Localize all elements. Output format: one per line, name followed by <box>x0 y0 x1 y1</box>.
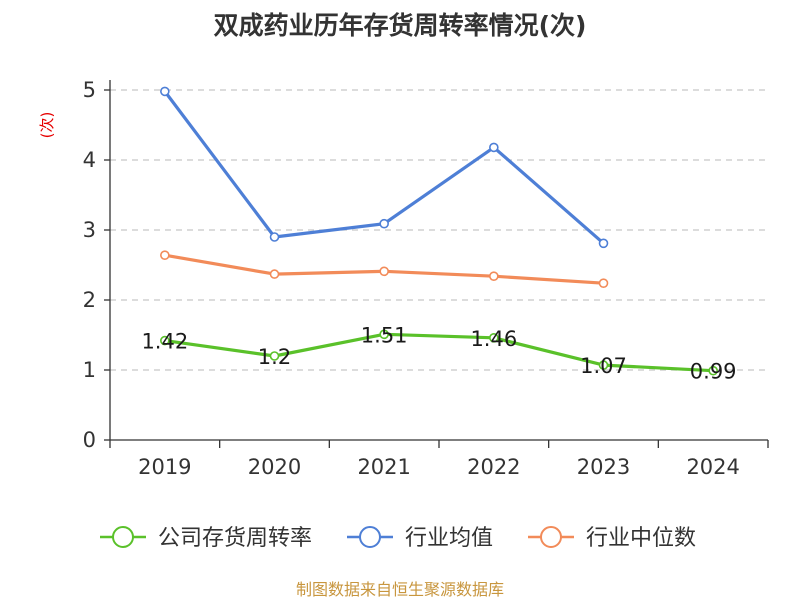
legend-marker-icon <box>112 526 134 548</box>
legend-marker-icon <box>540 526 562 548</box>
y-tick-label: 0 <box>83 428 96 452</box>
series-0-point <box>598 360 609 370</box>
series-0-point <box>379 329 389 340</box>
series-1-point <box>379 218 389 229</box>
series-0-line <box>164 332 714 373</box>
series-2-point <box>489 271 499 282</box>
data-label: 0.99 <box>690 360 737 384</box>
y-tick-label: 4 <box>83 148 96 172</box>
data-label: 1.51 <box>361 323 408 347</box>
series-0-point <box>708 365 718 376</box>
y-tick-label: 5 <box>83 78 96 102</box>
legend-marker-icon <box>359 526 381 548</box>
data-label: 1.46 <box>470 327 517 351</box>
data-label: 1.2 <box>258 345 291 369</box>
data-label: 1.07 <box>580 354 627 378</box>
x-tick-label: 2020 <box>248 455 301 479</box>
x-tick-label: 2023 <box>577 455 630 479</box>
x-tick-label: 2022 <box>467 455 520 479</box>
series-1-point <box>160 86 170 97</box>
series-2-point <box>598 278 609 289</box>
chart-title: 双成药业历年存货周转率情况(次) <box>214 11 587 40</box>
series-0-point <box>160 335 170 346</box>
x-tick-label: 2024 <box>686 455 739 479</box>
legend-item[interactable]: 行业均值 <box>347 526 493 551</box>
legend-item[interactable]: 公司存货周转率 <box>100 526 312 551</box>
x-tick-label: 2019 <box>138 455 191 479</box>
axes: 0 1 2 3 4 5 2019 2020 2021 2022 2023 2024 <box>83 78 769 479</box>
gridlines <box>110 89 768 371</box>
legend-label: 公司存货周转率 <box>158 526 312 551</box>
data-label: 1.42 <box>141 330 188 354</box>
series-group <box>160 86 718 376</box>
y-tick-label: 1 <box>83 358 96 382</box>
y-tick-label: 3 <box>83 218 96 242</box>
y-axis-label: (次) <box>38 112 56 139</box>
y-tick-label: 2 <box>83 288 96 312</box>
legend[interactable]: 公司存货周转率 行业均值 行业中位数 <box>100 526 696 551</box>
legend-label: 行业均值 <box>405 526 493 551</box>
data-labels: 1.42 1.2 1.51 1.46 1.07 0.99 <box>141 323 736 383</box>
series-1-point <box>489 142 499 153</box>
series-2-point <box>160 250 170 260</box>
legend-label: 行业中位数 <box>586 526 696 551</box>
series-0-point <box>269 351 280 361</box>
x-tick-label: 2021 <box>357 455 410 479</box>
series-2-point <box>269 269 280 279</box>
series-1-point <box>598 238 609 249</box>
series-2-point <box>379 266 389 277</box>
legend-item[interactable]: 行业中位数 <box>528 526 696 551</box>
series-0-point <box>489 332 499 343</box>
source-note: 制图数据来自恒生聚源数据库 <box>296 580 504 599</box>
series-1-point <box>269 232 280 242</box>
